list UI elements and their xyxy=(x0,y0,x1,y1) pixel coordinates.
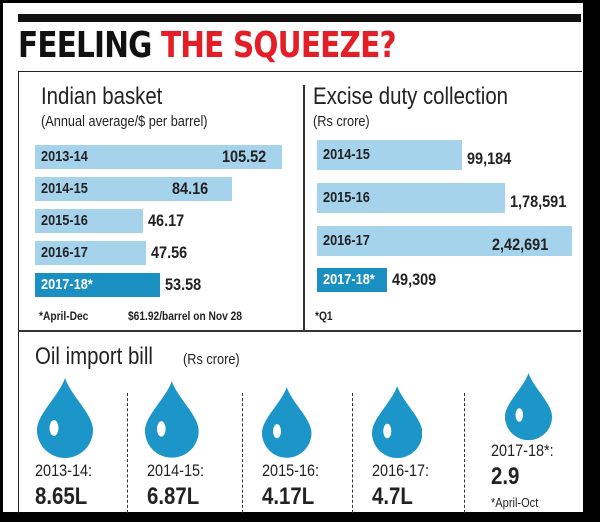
oil-drop-icon xyxy=(145,381,199,458)
oil-subtitle: (Rs crore) xyxy=(183,351,240,368)
bar xyxy=(317,226,572,256)
bar-value-label: 53.58 xyxy=(165,275,202,294)
bar xyxy=(317,183,505,213)
oil-drop-icon xyxy=(505,372,553,440)
bar-value-label: 105.52 xyxy=(222,147,267,166)
oil-heading: Oil import bill xyxy=(35,343,174,371)
column-divider xyxy=(464,393,465,513)
year-label: 2014-15: xyxy=(147,461,205,480)
bar xyxy=(317,140,462,170)
basket-title: Indian basket xyxy=(41,83,163,110)
excise-footnote: *Q1 xyxy=(315,309,333,323)
oil-drop-icon xyxy=(37,378,93,458)
year-label: 2017-18*: xyxy=(491,441,554,460)
bar xyxy=(317,268,387,292)
oil-drop-icon xyxy=(371,385,423,458)
value-label: 6.87L xyxy=(147,483,200,510)
bar-category-label: 2014-15 xyxy=(41,180,88,197)
bar-value-label: 47.56 xyxy=(151,243,188,262)
column-divider xyxy=(242,393,243,513)
year-label: 2013-14: xyxy=(35,461,93,480)
basket-footnote: *April-Dec xyxy=(39,309,89,323)
year-label: 2016-17: xyxy=(372,461,430,480)
column-divider xyxy=(127,393,128,513)
infographic: FEELING THE SQUEEZE? Indian basket (Annu… xyxy=(3,3,583,513)
bar-category-label: 2017-18* xyxy=(323,271,375,288)
basket-footnote: $61.92/barrel on Nov 28 xyxy=(128,309,242,323)
bar-value-label: 84.16 xyxy=(172,179,209,198)
bar xyxy=(35,209,144,233)
title-red: THE SQUEEZE? xyxy=(160,25,397,66)
basket-subtitle: (Annual average/$ per barrel) xyxy=(41,113,208,130)
bar xyxy=(35,241,147,265)
bar-category-label: 2016-17 xyxy=(323,232,370,249)
oil-title: Oil import bill xyxy=(35,343,153,370)
excise-title: Excise duty collection xyxy=(313,83,509,110)
bar-category-label: 2017-18* xyxy=(41,276,93,293)
oil-drop-icon xyxy=(262,387,312,458)
bar-category-label: 2014-15 xyxy=(323,146,370,163)
top-rule xyxy=(18,14,581,22)
value-label: 2.9 xyxy=(491,463,520,490)
title-black: FEELING xyxy=(18,25,152,66)
value-label: 4.17L xyxy=(262,483,315,510)
bar-value-label: 46.17 xyxy=(148,211,185,230)
bar-value-label: 49,309 xyxy=(392,270,437,289)
bar-category-label: 2016-17 xyxy=(41,244,88,261)
column-divider xyxy=(352,393,353,513)
panel-frame xyxy=(18,71,582,513)
value-label: 8.65L xyxy=(35,483,88,510)
value-label: 4.7L xyxy=(372,483,413,510)
divider xyxy=(303,85,305,330)
bar-value-label: 1,78,591 xyxy=(509,192,566,211)
bar-value-label: 2,42,691 xyxy=(492,235,549,254)
bar-category-label: 2013-14 xyxy=(41,148,88,165)
bar xyxy=(35,145,282,169)
year-label: 2015-16: xyxy=(262,461,320,480)
page-title: FEELING THE SQUEEZE? xyxy=(18,25,397,66)
bar-value-label: 99,184 xyxy=(467,149,512,168)
bar xyxy=(35,177,232,201)
bar xyxy=(35,273,161,297)
bar-category-label: 2015-16 xyxy=(323,189,370,206)
bar-category-label: 2015-16 xyxy=(41,212,88,229)
excise-subtitle: (Rs crore) xyxy=(313,113,370,130)
oil-footnote: *April-Oct xyxy=(491,495,539,510)
divider xyxy=(18,330,581,332)
